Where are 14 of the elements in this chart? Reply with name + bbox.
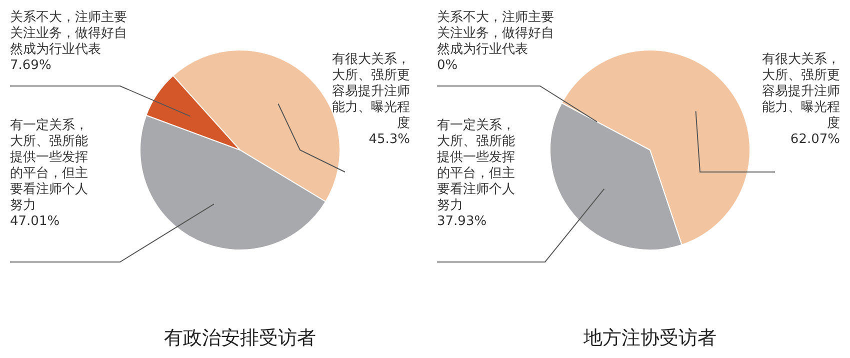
data-label: 47.01% [10,214,61,230]
slice-label: 关系不大，注师主要关注业务，做得好自然成为行业代表 [10,10,128,58]
data-label: 37.93% [437,214,488,230]
slice-label: 有一定关系，大所、强所能提供一些发挥的平台，但主要看注师个人努力 [10,118,89,214]
slice-label: 有很大关系，大所、强所更容易提升注师能力、曝光程度 [331,52,410,132]
text: 有政治安排受访者 [163,326,317,351]
text: 0% [437,58,458,73]
text: 地方注协受访者 [582,326,718,351]
slice-label: 有一定关系，大所、强所能提供一些发挥的平台，但主要看注师个人努力 [437,118,516,214]
data-label: 62.07% [789,132,840,148]
data-label: 7.69% [10,58,52,74]
slice-label: 有很大关系，大所、强所更容易提升注师能力、曝光程度 [761,52,840,132]
category-label: 关系不大，注师主要关注业务，做得好自然成为行业代表 [437,10,554,57]
data-label: 45.3% [368,132,410,148]
